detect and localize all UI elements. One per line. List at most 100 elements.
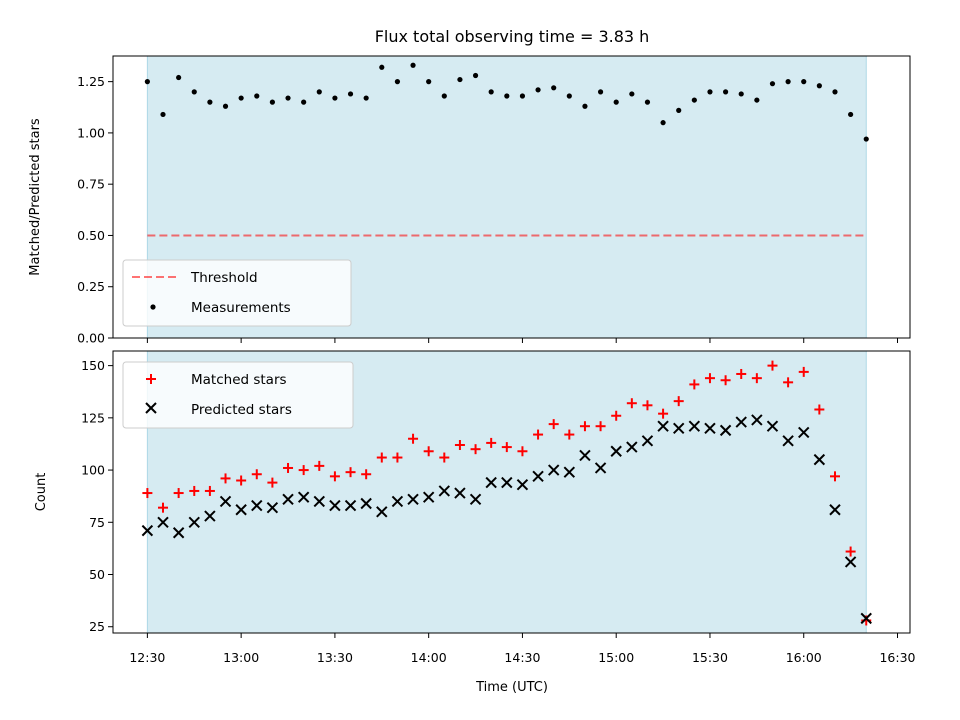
measurement-point <box>332 95 338 101</box>
matched-star-point <box>423 446 434 457</box>
measurement-point <box>535 87 541 93</box>
matched-star-point <box>251 469 262 480</box>
xtick-label: 15:30 <box>692 650 728 665</box>
measurement-point <box>488 89 494 95</box>
matched-star-point <box>376 452 387 463</box>
measurement-point <box>285 95 291 101</box>
predicted-star-point <box>407 493 419 506</box>
matched-star-point <box>486 437 497 448</box>
predicted-star-point <box>501 476 513 489</box>
predicted-star-point <box>376 506 388 518</box>
measurement-point <box>504 93 510 99</box>
measurement-point <box>816 83 822 89</box>
predicted-star-point <box>438 485 451 497</box>
predicted-star-point <box>454 487 466 499</box>
xaxis-label: Time (UTC) <box>475 680 548 695</box>
measurement-point <box>316 89 322 95</box>
measurement-point <box>176 74 182 81</box>
matched-star-point <box>829 471 840 482</box>
matched-star-point <box>454 440 465 450</box>
predicted-star-point <box>563 466 576 478</box>
predicted-star-point <box>860 612 872 625</box>
legend-predicted-swatch <box>145 402 157 414</box>
predicted-star-point <box>485 476 497 489</box>
matched-star-point <box>361 469 372 480</box>
measurement-point <box>441 93 447 99</box>
matched-star-point <box>298 465 309 476</box>
predicted-star-point <box>469 493 482 506</box>
matched-star-point <box>501 442 512 453</box>
matched-star-point <box>783 377 794 388</box>
matched-star-point <box>626 398 637 409</box>
measurement-point <box>394 79 401 85</box>
predicted-star-point <box>532 470 544 483</box>
counts-ytick-label: 50 <box>89 567 105 582</box>
measurement-point <box>597 89 604 95</box>
legend-predicted-label: Predicted stars <box>191 402 292 418</box>
ratio-ytick-label: 1.00 <box>77 125 105 140</box>
predicted-star-point <box>172 527 185 539</box>
measurement-point <box>863 136 869 142</box>
measurement-point <box>160 111 166 118</box>
matched-star-point <box>236 475 247 486</box>
predicted-star-point <box>657 420 669 432</box>
ratio-legend-box <box>122 259 352 327</box>
counts-ytick-label: 125 <box>81 410 105 425</box>
measurement-point <box>613 99 619 105</box>
legend-matched-swatch <box>146 374 156 384</box>
measurement-point <box>222 103 229 109</box>
matched-star-point <box>673 396 684 407</box>
matched-star-point <box>720 375 731 386</box>
matched-star-point <box>611 410 622 421</box>
predicted-star-point <box>610 445 622 457</box>
measurement-point <box>379 64 385 70</box>
predicted-star-point <box>157 516 169 528</box>
measurement-point <box>629 91 635 97</box>
measurement-point <box>660 120 666 126</box>
predicted-star-point <box>547 464 560 476</box>
measurement-point <box>347 91 354 97</box>
counts-plot-frame <box>112 350 911 634</box>
xtick-label: 13:00 <box>223 650 259 665</box>
ratio-plot-frame <box>112 55 911 339</box>
measurement-point <box>144 79 150 85</box>
matched-star-point <box>814 404 825 415</box>
legend-measurements-swatch <box>150 304 156 310</box>
predicted-star-point <box>141 524 154 537</box>
predicted-star-point <box>829 504 841 516</box>
ratio-panel: 0.00 0.25 0.50 0.75 1.00 1.25 Matched/Predict… <box>28 55 911 346</box>
chart-title: Flux total observing time = 3.83 h <box>375 27 650 46</box>
ratio-ylabel: Matched/Predicted stars <box>28 118 43 276</box>
predicted-star-point <box>688 420 701 432</box>
counts-ylabel: Count <box>34 473 49 512</box>
matched-star-point <box>548 419 559 430</box>
predicted-star-point <box>719 424 732 437</box>
measurement-point <box>191 89 197 95</box>
counts-ytick-label: 100 <box>81 463 105 478</box>
matched-star-point <box>704 373 715 384</box>
measurement-point <box>754 97 760 103</box>
predicted-star-point <box>735 416 747 428</box>
matched-star-point <box>189 485 200 496</box>
matched-star-point <box>408 433 419 444</box>
measurement-point <box>238 95 244 101</box>
predicted-star-point <box>251 499 263 512</box>
legend-threshold-label: Threshold <box>190 270 258 286</box>
measurement-point <box>738 91 744 97</box>
measurement-point <box>269 99 275 105</box>
counts-panel: 25 50 75 100 125 150 12:30 13:00 13:30 14:00 14:3… <box>34 350 916 695</box>
counts-ytick-label: 25 <box>89 619 105 634</box>
matched-star-point <box>329 471 340 482</box>
measurement-point <box>254 93 260 99</box>
legend-measurements-label: Measurements <box>191 300 291 316</box>
legend-matched-label: Matched stars <box>191 372 287 388</box>
matched-star-point <box>533 429 544 440</box>
measurement-point <box>207 99 213 105</box>
predicted-star-point <box>641 435 654 447</box>
predicted-star-point <box>219 495 232 508</box>
predicted-star-point <box>798 426 810 439</box>
matched-star-point <box>267 477 278 488</box>
xtick-label: 13:30 <box>317 650 353 665</box>
measurement-point <box>551 85 557 91</box>
